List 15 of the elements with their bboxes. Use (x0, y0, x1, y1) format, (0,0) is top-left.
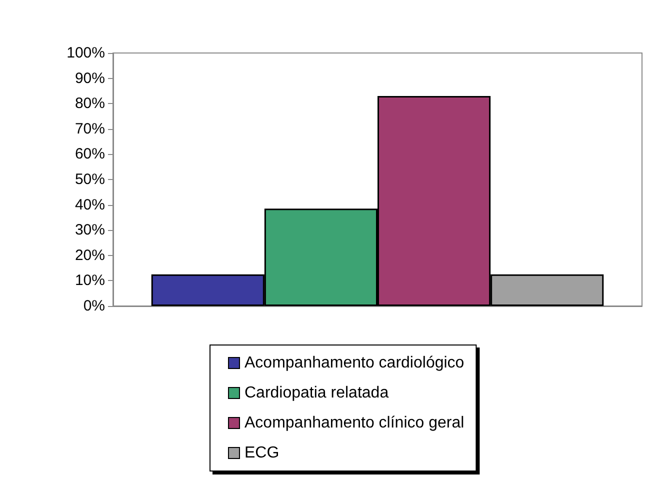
y-tick-label: 10% (74, 272, 105, 290)
legend-label: Acompanhamento cardiológico (244, 354, 464, 372)
legend-label: ECG (244, 444, 280, 462)
y-tick-label: 70% (74, 120, 105, 138)
y-tick-label: 90% (74, 70, 105, 87)
y-tick-label: 30% (74, 222, 105, 239)
y-tick-label: 20% (74, 246, 105, 264)
y-tick-label: 0% (83, 298, 105, 314)
y-tick-label: 100% (66, 44, 105, 62)
y-tick-label: 40% (74, 196, 105, 214)
y-tick-label: 80% (74, 95, 105, 112)
legend-label: Cardiopatia relatada (244, 384, 389, 402)
y-tick-label: 60% (74, 146, 105, 163)
y-tick-label: 50% (74, 171, 105, 188)
legend-label: Acompanhamento clínico geral (244, 414, 464, 432)
